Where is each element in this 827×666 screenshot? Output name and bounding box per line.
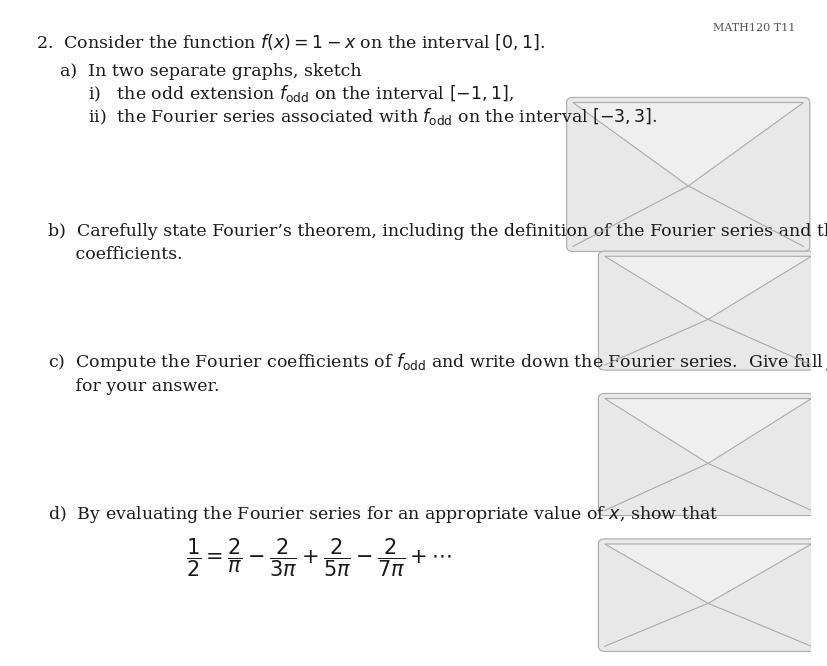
Text: b)  Carefully state Fourier’s theorem, including the definition of the Fourier s: b) Carefully state Fourier’s theorem, in… [48, 223, 827, 240]
Polygon shape [572, 103, 802, 186]
Text: ii)  the Fourier series associated with $f_{\mathrm{odd}}$ on the interval $[-3,: ii) the Fourier series associated with $… [88, 106, 657, 127]
Text: for your answer.: for your answer. [48, 378, 220, 395]
Text: c)  Compute the Fourier coefficients of $f_{\mathrm{odd}}$ and write down the Fo: c) Compute the Fourier coefficients of $… [48, 350, 827, 373]
Polygon shape [604, 544, 810, 603]
Text: i)   the odd extension $f_{\mathrm{odd}}$ on the interval $[-1, 1]$,: i) the odd extension $f_{\mathrm{odd}}$ … [88, 83, 514, 104]
Text: d)  By evaluating the Fourier series for an appropriate value of $x$, show that: d) By evaluating the Fourier series for … [48, 503, 718, 525]
FancyBboxPatch shape [566, 97, 809, 252]
Text: MATH120 T11: MATH120 T11 [712, 23, 795, 33]
FancyBboxPatch shape [598, 251, 817, 370]
Text: a)  In two separate graphs, sketch: a) In two separate graphs, sketch [60, 63, 361, 81]
FancyBboxPatch shape [598, 394, 817, 515]
Text: coefficients.: coefficients. [48, 246, 183, 262]
FancyBboxPatch shape [598, 539, 817, 651]
Text: $\dfrac{1}{2} = \dfrac{2}{\pi} - \dfrac{2}{3\pi} + \dfrac{2}{5\pi} - \dfrac{2}{7: $\dfrac{1}{2} = \dfrac{2}{\pi} - \dfrac{… [185, 537, 451, 579]
Text: 2.  Consider the function $f(x) = 1 - x$ on the interval $[0, 1]$.: 2. Consider the function $f(x) = 1 - x$ … [36, 32, 545, 52]
Polygon shape [604, 256, 810, 319]
Polygon shape [604, 398, 810, 464]
